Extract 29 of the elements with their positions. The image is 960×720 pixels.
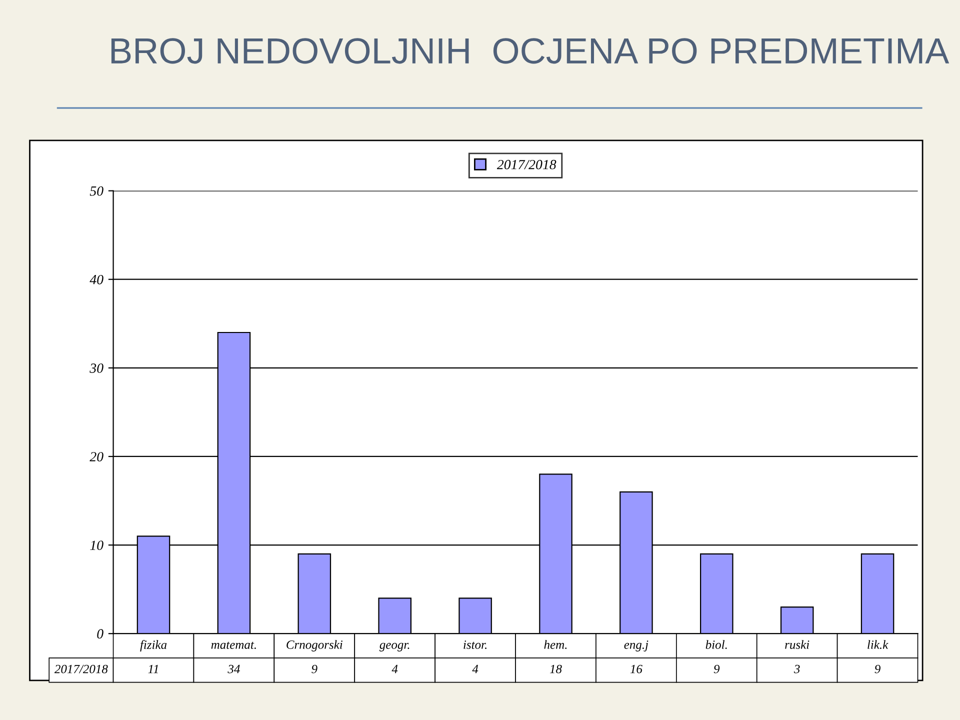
y-tick-label: 0 bbox=[97, 629, 104, 639]
data-label: 4 bbox=[392, 664, 398, 674]
y-tick-label: 50 bbox=[90, 186, 104, 196]
data-label: 11 bbox=[148, 664, 158, 674]
x-tick-label: biol. bbox=[706, 640, 727, 649]
text: 2017/2018 bbox=[54, 664, 108, 674]
data-label: 9 bbox=[874, 664, 880, 674]
data-label: 3 bbox=[794, 664, 800, 674]
data-label: 9 bbox=[714, 664, 720, 674]
data-label: 4 bbox=[472, 664, 478, 674]
x-tick-label: Crnogorski bbox=[286, 640, 342, 652]
x-tick-label: geogr. bbox=[379, 642, 410, 652]
x-tick-label: ruski bbox=[785, 640, 810, 649]
y-tick-label: 30 bbox=[90, 364, 104, 373]
data-label: 18 bbox=[550, 664, 562, 674]
y-tick-label: 40 bbox=[90, 274, 104, 284]
data-label: 9 bbox=[312, 664, 318, 674]
data-label: 34 bbox=[228, 664, 240, 674]
chart-title: BROJ NEDOVOLJNIH OCJENA PO PREDMETIMA bbox=[111, 38, 950, 64]
x-tick-label: lik.k bbox=[868, 640, 888, 649]
x-tick-label: fizika bbox=[140, 640, 167, 652]
x-tick-label: hem. bbox=[544, 640, 567, 649]
x-tick-label: istor. bbox=[464, 640, 486, 649]
x-tick-label: eng.j bbox=[624, 640, 648, 652]
x-tick-label: matemat. bbox=[211, 642, 256, 649]
y-tick-label: 20 bbox=[90, 452, 104, 462]
legend-label: 2017/2018 bbox=[496, 160, 556, 170]
data-label: 16 bbox=[630, 664, 642, 674]
y-tick-label: 10 bbox=[90, 540, 104, 550]
